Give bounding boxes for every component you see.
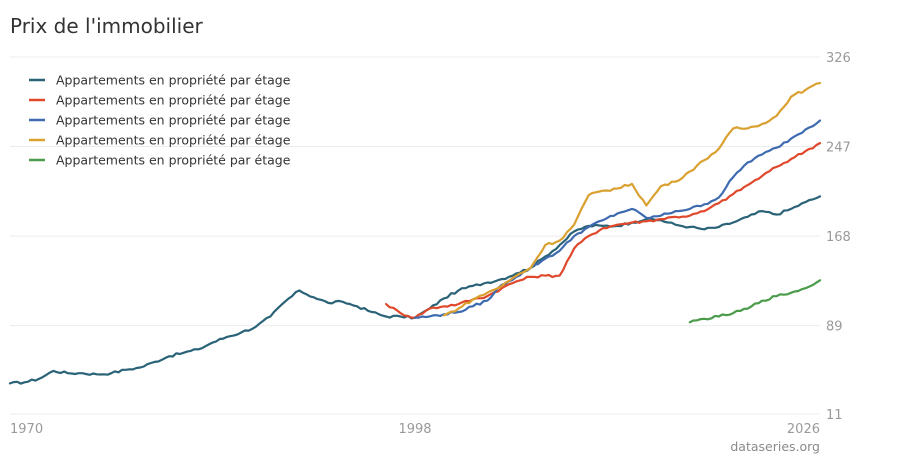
series-line-4: [442, 82, 822, 317]
series-line-1: [8, 195, 822, 385]
y-tick-label: 89: [826, 320, 843, 335]
y-tick-label: 247: [826, 141, 851, 156]
legend-label: Appartements en propriété par étage: [56, 93, 291, 108]
y-tick-label: 168: [826, 230, 851, 245]
x-tick-label: 2026: [787, 422, 820, 437]
watermark: dataseries.org: [730, 439, 820, 454]
x-tick-label: 1998: [398, 422, 431, 437]
chart-title: Prix de l'immobilier: [10, 14, 203, 38]
legend-label: Appartements en propriété par étage: [56, 113, 291, 128]
series-line-5: [688, 279, 822, 324]
legend: Appartements en propriété par étage Appar…: [29, 73, 291, 168]
series-line-2: [385, 142, 822, 319]
y-axis-ticks: 326 247 168 89 11: [826, 51, 851, 423]
x-tick-label: 1970: [10, 422, 43, 437]
series-layer: [8, 82, 822, 385]
y-tick-label: 326: [826, 51, 851, 66]
y-tick-label: 11: [826, 408, 843, 423]
legend-label: Appartements en propriété par étage: [56, 133, 291, 148]
grid-layer: [10, 56, 820, 415]
x-axis-ticks: 1970 1998 2026: [10, 422, 820, 437]
legend-label: Appartements en propriété par étage: [56, 73, 291, 88]
legend-label: Appartements en propriété par étage: [56, 153, 291, 168]
series-line-3: [413, 119, 822, 319]
